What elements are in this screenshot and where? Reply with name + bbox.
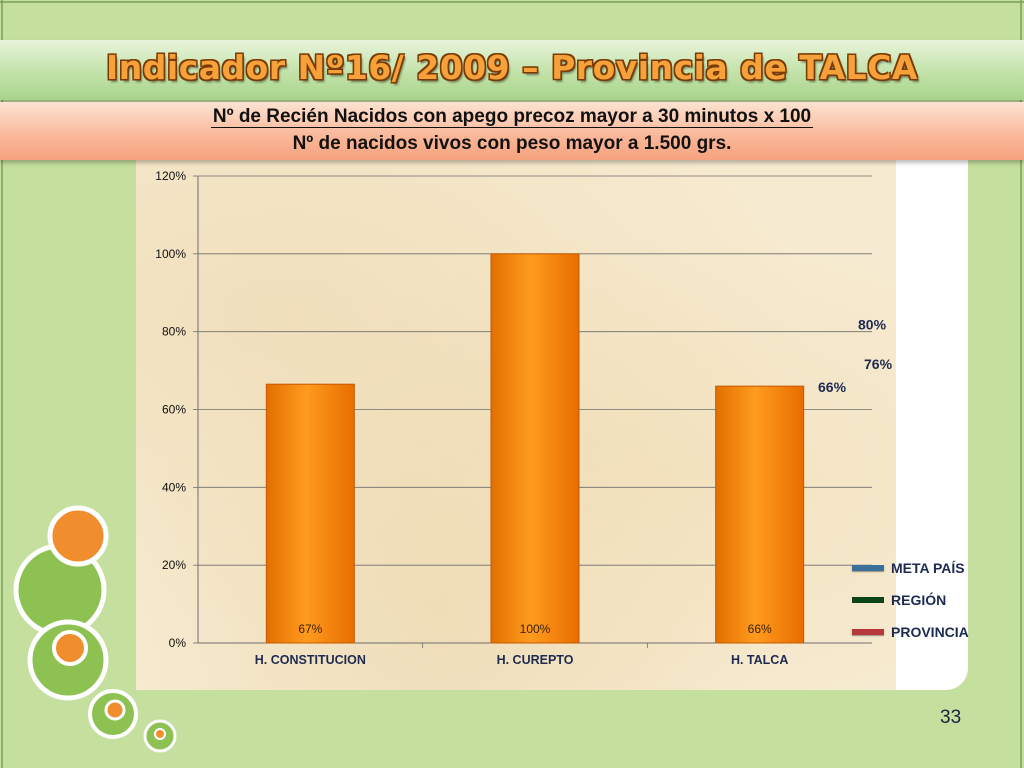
y-tick-label: 20% <box>162 558 186 572</box>
legend-swatch-meta-pais <box>852 565 884 571</box>
page-number: 33 <box>940 707 962 728</box>
y-tick-label: 100% <box>155 247 186 261</box>
x-tick-label: H. CUREPTO <box>497 653 574 667</box>
bars <box>265 253 805 644</box>
y-tick-label: 120% <box>155 169 186 183</box>
formula-denominator: Nº de nacidos vivos con peso mayor a 1.5… <box>292 133 732 154</box>
legend-label-region: REGIÓN <box>891 592 947 608</box>
reference-line-label: 80% <box>858 317 887 333</box>
bar <box>715 385 805 644</box>
x-tick-label: H. TALCA <box>731 653 788 667</box>
reference-line-label: 66% <box>818 379 847 395</box>
reference-line-label: 76% <box>864 356 893 372</box>
bar-data-label: 100% <box>520 622 551 636</box>
slide-title: Indicador Nº16/ 2009 – Provincia de TALC… <box>106 48 918 87</box>
bar <box>265 383 355 644</box>
legend-swatch-provincia <box>852 629 884 635</box>
y-tick-label: 60% <box>162 403 186 417</box>
legend-swatch-region <box>852 597 884 603</box>
formula-band <box>0 102 1024 160</box>
reference-lines <box>192 329 856 389</box>
bar-data-label: 66% <box>748 622 772 636</box>
y-tick-label: 40% <box>162 480 186 494</box>
y-tick-label: 0% <box>169 636 187 650</box>
y-tick-label: 80% <box>162 325 186 339</box>
formula-numerator: Nº de Recién Nacidos con apego precoz ma… <box>0 106 1024 128</box>
axis-labels: 0% 20% 40% 60% 80% 100% 120% 67% H. CONSTITUCION… <box>155 169 892 667</box>
title-band <box>0 40 1024 100</box>
numerator-text: Nº de Recién Nacidos con apego precoz ma… <box>210 106 814 128</box>
bar <box>490 253 580 644</box>
legend-label-meta-pais: META PAÍS <box>891 560 965 576</box>
x-tick-label: H. CONSTITUCION <box>255 653 366 667</box>
bar-data-label: 67% <box>298 622 322 636</box>
legend-label-provincia: PROVINCIA <box>891 624 969 640</box>
